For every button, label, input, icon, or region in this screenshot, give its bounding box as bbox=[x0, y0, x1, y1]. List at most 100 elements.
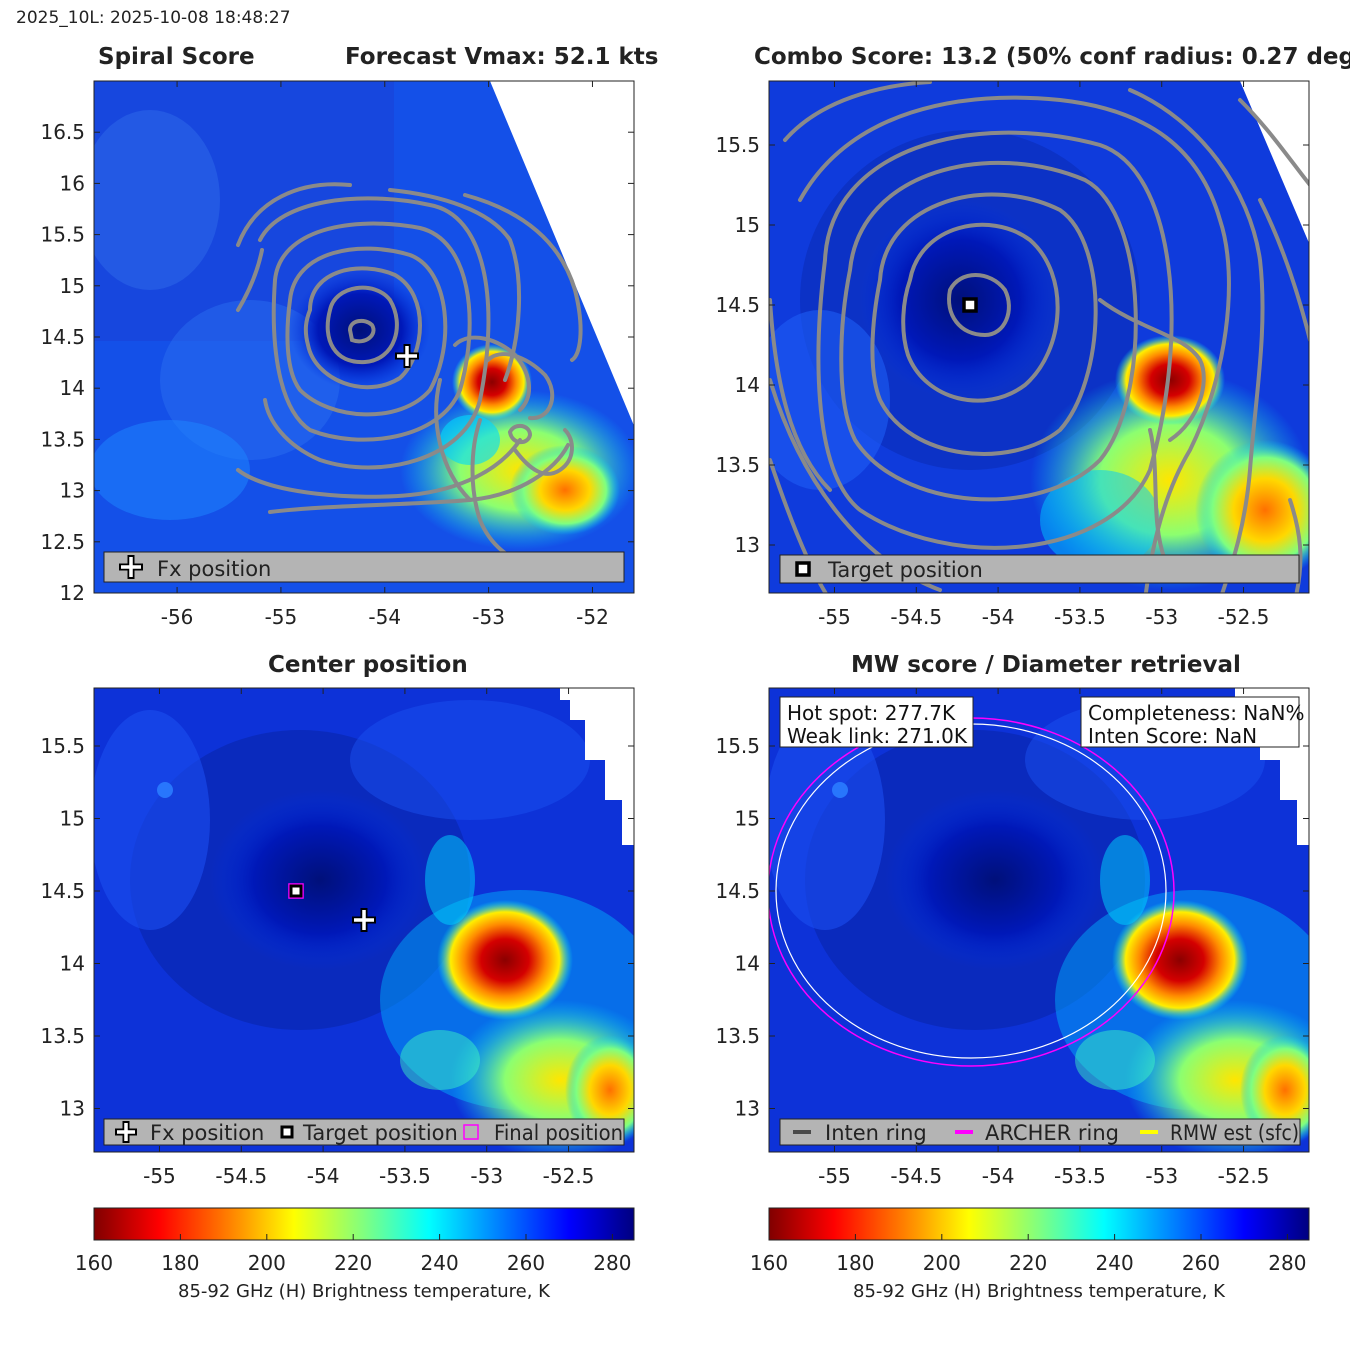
center-legend: Fx position Target position Final positi… bbox=[103, 1118, 625, 1146]
y-tick-label: 13 bbox=[735, 1097, 760, 1121]
y-tick-label: 13.5 bbox=[40, 1024, 85, 1048]
combo-axes-box bbox=[768, 80, 1310, 594]
y-tick-label: 14.5 bbox=[715, 293, 760, 317]
colorbar-tick-label: 180 bbox=[161, 1251, 199, 1275]
x-tick-label: -54 bbox=[307, 1164, 340, 1188]
y-tick-label: 15 bbox=[60, 807, 85, 831]
colorbar-right: 160 180 200 220 240 260 280 bbox=[750, 1207, 1310, 1275]
mw-title: MW score / Diameter retrieval bbox=[851, 652, 1241, 678]
completeness-text: Completeness: NaN% bbox=[1088, 701, 1304, 725]
y-tick-label: 16.5 bbox=[40, 120, 85, 144]
x-tick-label: -54.5 bbox=[215, 1164, 267, 1188]
mw-legend-rmw-label: RMW est (sfc) bbox=[1170, 1121, 1299, 1145]
mw-panel bbox=[769, 688, 1309, 1152]
x-tick-label: -54.5 bbox=[890, 605, 942, 629]
combo-title: Combo Score: 13.2 (50% conf radius: 0.27… bbox=[754, 44, 1350, 70]
inten-score-text: Inten Score: NaN bbox=[1088, 724, 1257, 748]
colorbar-tick-label: 240 bbox=[1096, 1251, 1134, 1275]
center-title: Center position bbox=[268, 652, 468, 678]
center-target-marker bbox=[288, 883, 304, 899]
x-tick-label: -53 bbox=[470, 1164, 503, 1188]
spiral-fx-marker bbox=[395, 344, 419, 368]
x-tick-label: -55 bbox=[818, 1164, 851, 1188]
combo-legend-target-label: Target position bbox=[827, 558, 983, 582]
center-panel bbox=[94, 688, 634, 1152]
x-tick-label: -53 bbox=[1145, 1164, 1178, 1188]
x-tick-label: -52.5 bbox=[543, 1164, 595, 1188]
center-fx-marker bbox=[352, 908, 376, 932]
combo-contours bbox=[769, 81, 1309, 593]
y-tick-label: 13.5 bbox=[40, 427, 85, 451]
y-tick-label: 15 bbox=[735, 213, 760, 237]
colorbar-tick-label: 280 bbox=[1268, 1251, 1306, 1275]
mw-info-left: Hot spot: 277.7K Weak link: 271.0K bbox=[779, 696, 974, 748]
colorbar-right-label: 85-92 GHz (H) Brightness temperature, K bbox=[853, 1281, 1225, 1302]
y-tick-label: 14.5 bbox=[40, 325, 85, 349]
combo-panel bbox=[769, 81, 1309, 593]
x-tick-label: -52 bbox=[576, 605, 609, 629]
weak-link-text: Weak link: 271.0K bbox=[787, 724, 968, 748]
colorbar-tick-label: 180 bbox=[836, 1251, 874, 1275]
y-tick-label: 14 bbox=[60, 952, 85, 976]
square-icon bbox=[280, 1125, 294, 1139]
mw-legend-archer-label: ARCHER ring bbox=[985, 1121, 1119, 1145]
x-tick-label: -54 bbox=[982, 605, 1015, 629]
y-tick-label: 15 bbox=[60, 274, 85, 298]
plus-icon bbox=[119, 555, 143, 579]
spiral-legend: Fx position bbox=[103, 551, 625, 583]
colorbar-tick-label: 260 bbox=[1182, 1251, 1220, 1275]
colorbar-tick-label: 200 bbox=[248, 1251, 286, 1275]
y-tick-label: 13.5 bbox=[715, 1024, 760, 1048]
y-tick-label: 15 bbox=[735, 807, 760, 831]
y-tick-label: 15.5 bbox=[715, 133, 760, 157]
y-tick-label: 15.5 bbox=[40, 734, 85, 758]
square-icon bbox=[795, 561, 811, 577]
colorbar-left-label: 85-92 GHz (H) Brightness temperature, K bbox=[178, 1281, 550, 1302]
mw-legend-inten-label: Inten ring bbox=[825, 1121, 927, 1145]
y-tick-label: 14 bbox=[60, 376, 85, 400]
mw-legend: Inten ring ARCHER ring RMW est (sfc) bbox=[779, 1118, 1301, 1146]
combo-axis-ticks: -55 -54.5 -54 -53.5 -53 -52.5 13 13.5 14 14.5 15 15… bbox=[715, 81, 1309, 629]
x-tick-label: -52.5 bbox=[1218, 605, 1270, 629]
y-tick-label: 15.5 bbox=[40, 223, 85, 247]
colorbar-tick-label: 220 bbox=[1009, 1251, 1047, 1275]
x-tick-label: -54 bbox=[368, 605, 401, 629]
y-tick-label: 13 bbox=[60, 1097, 85, 1121]
colorbar-tick-label: 160 bbox=[75, 1251, 113, 1275]
figure-suptitle: 2025_10L: 2025-10-08 18:48:27 bbox=[16, 8, 291, 28]
colorbar-tick-label: 160 bbox=[750, 1251, 788, 1275]
spiral-title-left: Spiral Score bbox=[98, 44, 255, 70]
mw-axis-ticks: -55 -54.5 -54 -53.5 -53 -52.5 13 13.5 14 14.5 15 15… bbox=[715, 688, 1309, 1188]
center-axes-box bbox=[93, 687, 635, 1153]
x-tick-label: -53.5 bbox=[1054, 1164, 1106, 1188]
x-tick-label: -53 bbox=[472, 605, 505, 629]
mw-info-right: Completeness: NaN% Inten Score: NaN bbox=[1080, 696, 1304, 748]
x-tick-label: -53.5 bbox=[1054, 605, 1106, 629]
y-tick-label: 13 bbox=[735, 533, 760, 557]
plus-icon bbox=[115, 1121, 137, 1143]
y-tick-label: 16 bbox=[60, 171, 85, 195]
y-tick-label: 14 bbox=[735, 373, 760, 397]
y-tick-label: 14 bbox=[735, 952, 760, 976]
y-tick-label: 14.5 bbox=[40, 879, 85, 903]
combo-legend: Target position bbox=[779, 554, 1300, 584]
center-axis-ticks: -55 -54.5 -54 -53.5 -53 -52.5 13 13.5 14 14.5 15 15… bbox=[40, 688, 634, 1188]
colorbar-tick-label: 200 bbox=[923, 1251, 961, 1275]
spiral-title-right: Forecast Vmax: 52.1 kts bbox=[345, 44, 659, 70]
spiral-contours bbox=[236, 182, 583, 567]
y-tick-label: 12 bbox=[60, 581, 85, 605]
x-tick-label: -53 bbox=[1145, 605, 1178, 629]
mw-axes-box bbox=[768, 687, 1310, 1153]
colorbar-tick-label: 260 bbox=[507, 1251, 545, 1275]
x-tick-label: -55 bbox=[143, 1164, 176, 1188]
center-legend-target-label: Target position bbox=[302, 1121, 458, 1145]
magenta-square-icon bbox=[463, 1124, 479, 1140]
x-tick-label: -52.5 bbox=[1218, 1164, 1270, 1188]
colorbar-tick-label: 240 bbox=[421, 1251, 459, 1275]
x-tick-label: -54 bbox=[982, 1164, 1015, 1188]
colorbar-tick-label: 220 bbox=[334, 1251, 372, 1275]
center-legend-final-label: Final position bbox=[494, 1121, 623, 1145]
x-tick-label: -54.5 bbox=[890, 1164, 942, 1188]
y-tick-label: 13.5 bbox=[715, 453, 760, 477]
